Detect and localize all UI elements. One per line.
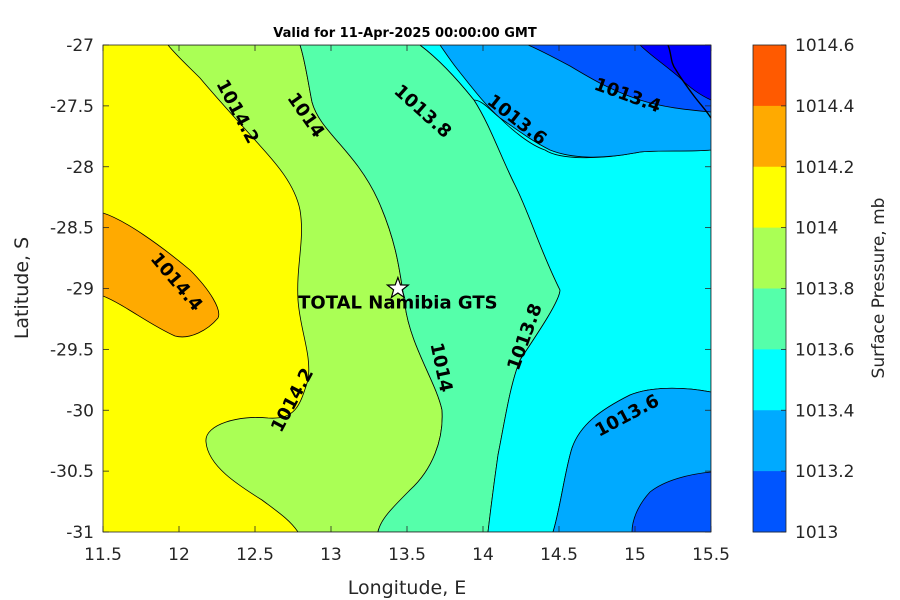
figure-title: Valid for 11-Apr-2025 00:00:00 GMT — [273, 26, 537, 41]
band-1013-2-bottom — [631, 471, 711, 532]
colorbar-swatch — [753, 105, 786, 168]
band-1014-4 — [103, 212, 220, 338]
colorbar-tick-label: 1014.6 — [795, 36, 854, 56]
band-1013 — [639, 45, 711, 101]
x-tick-label: 15 — [624, 545, 646, 565]
colorbar-tick-label: 1013.2 — [795, 462, 854, 482]
y-tick-label: -28 — [66, 158, 94, 178]
y-tick-label: -30 — [66, 401, 94, 421]
x-tick-label: 15.5 — [692, 545, 730, 565]
contour-fill-layer — [103, 45, 711, 532]
y-tick-label: -27.5 — [50, 97, 94, 117]
colorbar-tick-label: 1013.4 — [795, 401, 854, 421]
x-axis: 11.5 12 12.5 13 13.5 14 14.5 15 15.5 — [84, 45, 730, 565]
y-axis-label: Latitude, S — [11, 237, 33, 339]
colorbar-swatch — [753, 288, 786, 350]
x-tick-label: 14 — [472, 545, 494, 565]
x-tick-label: 11.5 — [84, 545, 122, 565]
x-tick-label: 12.5 — [236, 545, 274, 565]
site-label: TOTAL Namibia GTS — [298, 293, 497, 314]
x-tick-label: 13.5 — [388, 545, 426, 565]
colorbar-tick-label: 1013.8 — [795, 280, 854, 300]
y-tick-label: -29.5 — [50, 340, 94, 360]
colorbar-swatch — [753, 45, 786, 107]
x-axis-label: Longitude, E — [348, 577, 467, 599]
colorbar-swatch — [753, 349, 786, 411]
colorbar-swatch — [753, 410, 786, 472]
colorbar-tick-label: 1013.6 — [795, 340, 854, 360]
site-layer: TOTAL Namibia GTS — [298, 275, 498, 314]
site-star-icon — [385, 275, 410, 299]
y-tick-label: -30.5 — [50, 462, 94, 482]
colorbar-tick-label: 1014.4 — [795, 97, 854, 117]
y-tick-label: -27 — [66, 36, 94, 56]
colorbar-label: Surface Pressure, mb — [869, 198, 889, 379]
x-tick-label: 14.5 — [540, 545, 578, 565]
border-line — [667, 45, 711, 119]
y-tick-label: -31 — [66, 523, 94, 543]
x-tick-label: 12 — [168, 545, 190, 565]
y-tick-label: -29 — [66, 280, 94, 300]
colorbar-tick-label: 1013 — [795, 523, 838, 543]
colorbar-swatch — [753, 166, 786, 229]
x-tick-label: 13 — [320, 545, 342, 565]
colorbar-tick-label: 1014 — [795, 219, 838, 239]
colorbar: 1014.6 1014.4 1014.2 1014 1013.8 1013.6 1013.4… — [752, 36, 854, 543]
colorbar-tick-label: 1014.2 — [795, 158, 854, 178]
y-axis: -27 -27.5 -28 -28.5 -29 -29.5 -30 -30.5 -31 — [50, 36, 711, 543]
colorbar-swatch — [753, 471, 786, 533]
y-tick-label: -28.5 — [50, 219, 94, 239]
colorbar-swatch — [753, 227, 786, 289]
